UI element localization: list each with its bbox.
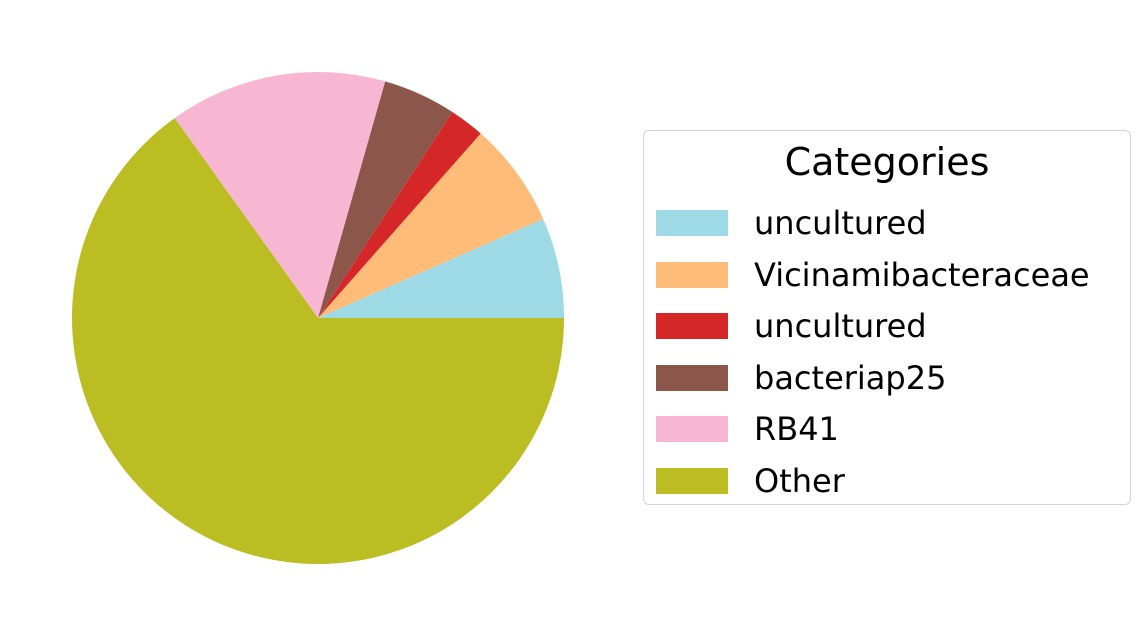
legend: Categories uncultured Vicinamibacteraceae… xyxy=(643,130,1131,505)
legend-swatch xyxy=(656,261,728,288)
legend-label: Other xyxy=(754,461,845,500)
legend-title: Categories xyxy=(784,140,990,184)
pie-slice-2 xyxy=(318,111,481,318)
legend-label: Vicinamibacteraceae xyxy=(754,255,1090,294)
pie-slice-4 xyxy=(174,71,386,319)
legend-swatch xyxy=(656,416,728,442)
legend-label: bacteriap25 xyxy=(754,358,947,397)
legend-swatch xyxy=(656,210,728,236)
pie-slice-1 xyxy=(318,133,544,318)
legend-item: bacteriap25 xyxy=(656,358,946,398)
pie-slice-3 xyxy=(318,81,453,318)
legend-item: uncultured xyxy=(656,306,927,346)
legend-item: Vicinamibacteraceae xyxy=(656,255,1090,295)
legend-item: Other xyxy=(656,461,845,501)
legend-swatch xyxy=(656,313,728,339)
legend-swatch xyxy=(656,364,728,391)
pie-slice-5 xyxy=(71,118,564,565)
legend-item: RB41 xyxy=(656,409,839,449)
legend-label: uncultured xyxy=(754,204,927,242)
pie-chart xyxy=(71,71,564,565)
legend-label: RB41 xyxy=(754,410,839,448)
pie-slice-0 xyxy=(318,218,564,318)
legend-item: uncultured xyxy=(656,203,927,243)
legend-label: uncultured xyxy=(754,307,927,345)
legend-swatch xyxy=(656,467,728,494)
